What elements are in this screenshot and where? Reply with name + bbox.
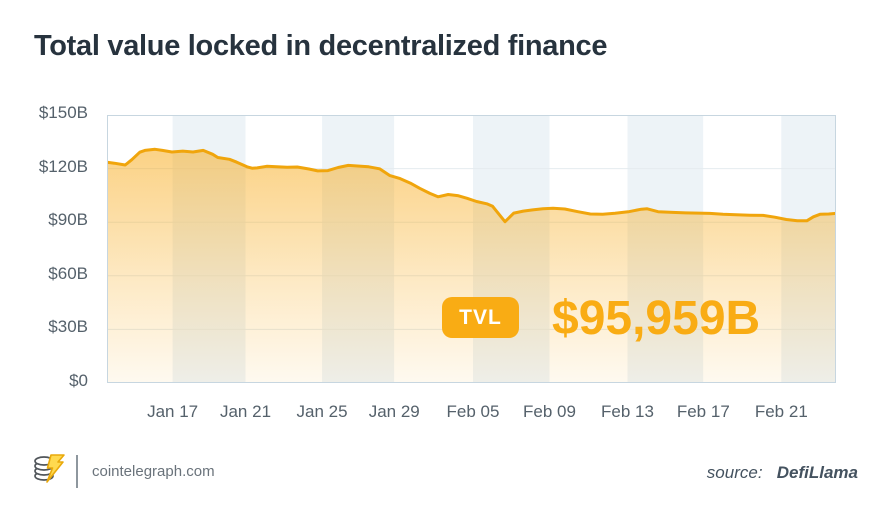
x-axis-tick-label: Jan 21: [219, 402, 272, 421]
site-label: cointelegraph.com: [92, 463, 215, 480]
y-axis-tick-label: $150B: [38, 103, 88, 122]
y-axis-tick-label: $60B: [48, 263, 88, 283]
x-axis-tick-label: Feb 21: [754, 402, 808, 421]
y-axis-tick-label: $0: [69, 371, 88, 390]
source-name: DefiLlama: [776, 463, 858, 482]
y-axis-tick-label: $120B: [38, 156, 88, 176]
chart-plot-svg: [107, 115, 836, 383]
tvl-value: $95,959B: [552, 292, 761, 345]
tvl-line-series: [107, 147, 836, 224]
chart-title: Total value locked in decentralized fina…: [34, 30, 608, 62]
x-axis-tick-label: Feb 17: [676, 402, 730, 421]
x-axis-tick-label: Jan 17: [147, 402, 199, 421]
x-axis-tick-label: Feb 13: [601, 402, 654, 421]
tvl-badge-label: TVL: [459, 305, 502, 329]
tvl-area-fill: [107, 149, 836, 383]
x-axis-tick-label: Feb 09: [523, 402, 576, 421]
source-label: source: DefiLlama: [707, 463, 858, 483]
y-axis-tick-label: $90B: [48, 210, 88, 230]
logo-divider: [76, 455, 78, 488]
x-axis-tick-label: Jan 25: [296, 402, 348, 421]
x-axis-tick-label: Feb 05: [446, 402, 500, 421]
x-axis-tick-label: Jan 29: [368, 402, 420, 421]
y-axis-tick-label: $30B: [48, 317, 88, 337]
cointelegraph-logo-icon: [34, 454, 65, 483]
plot-border: [107, 115, 836, 383]
source-prefix: source:: [706, 463, 763, 482]
tvl-badge: TVL: [442, 297, 519, 338]
